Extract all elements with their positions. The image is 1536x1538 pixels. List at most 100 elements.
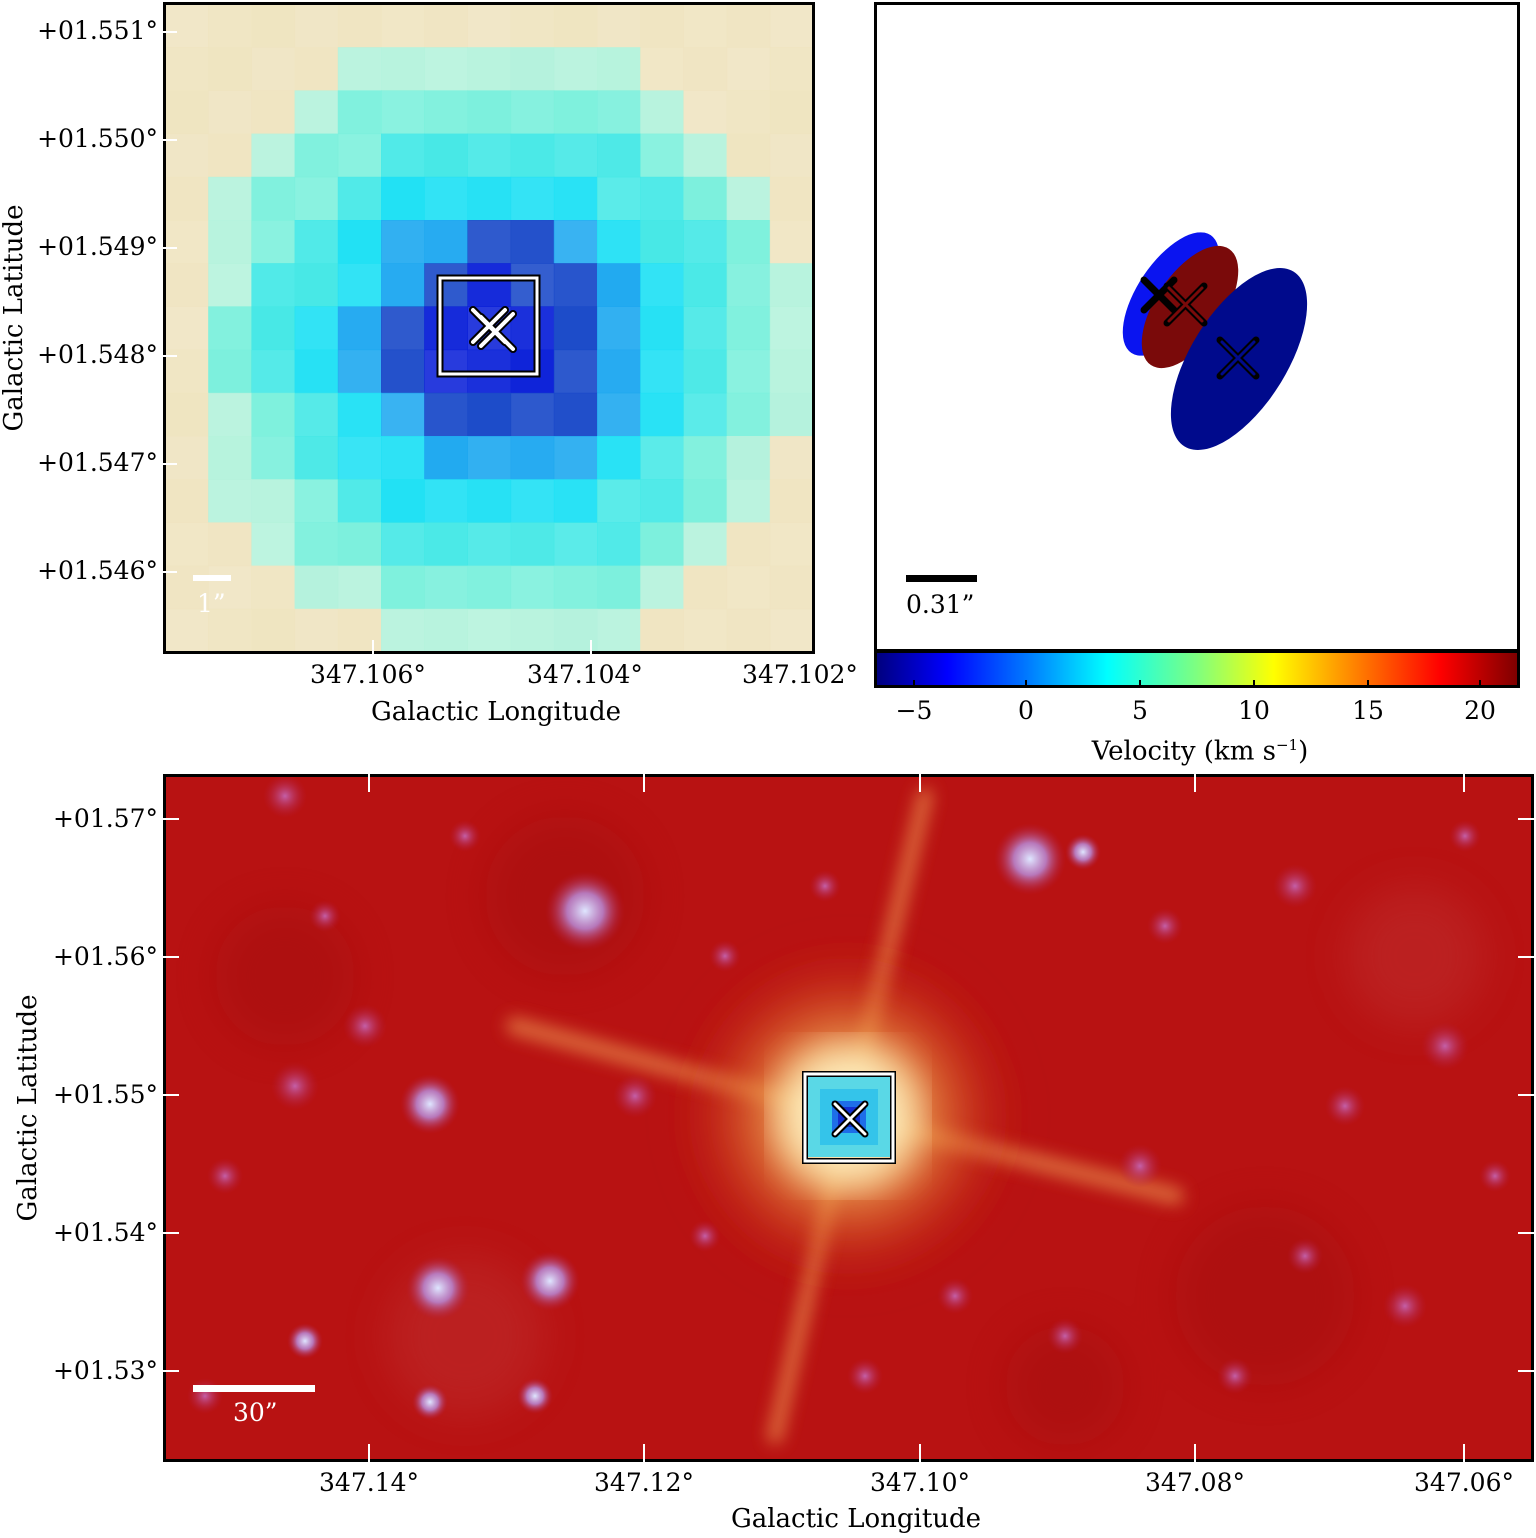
ytick-label: +01.54° xyxy=(52,1218,158,1247)
cross-marker-inner xyxy=(1167,286,1204,323)
pixel-cell xyxy=(769,306,813,351)
pixel-cell xyxy=(726,349,771,394)
pixel-cell xyxy=(597,565,641,610)
pixel-cell xyxy=(683,479,728,523)
pixel-cell xyxy=(251,133,296,178)
pixel-cell xyxy=(208,306,252,351)
pixel-cell xyxy=(337,4,382,48)
xtick-label: 347.106° xyxy=(310,660,426,689)
pixel-cell xyxy=(208,565,252,610)
pixel-cell xyxy=(769,90,813,135)
pixel-cell xyxy=(726,436,771,480)
pixel-cell xyxy=(597,392,641,437)
pixel-cell xyxy=(510,4,555,48)
pixel-cell xyxy=(337,436,382,480)
pixel-cell xyxy=(640,608,684,652)
source-box xyxy=(438,276,539,376)
pixel-cell xyxy=(467,565,512,610)
pixel-cell xyxy=(597,220,641,264)
pixel-cell xyxy=(467,479,512,523)
pixel-cell xyxy=(251,306,296,351)
pixel-cell xyxy=(467,220,512,264)
pixel-cell xyxy=(769,392,813,437)
pixel-cell xyxy=(251,263,296,307)
pixel-cell xyxy=(294,176,339,221)
pixel-cell xyxy=(769,263,813,307)
cross-marker xyxy=(471,308,515,351)
pixel-cell xyxy=(424,306,468,351)
source-box xyxy=(803,1072,895,1163)
pixel-cell xyxy=(165,479,209,523)
pixel-cell xyxy=(424,176,468,221)
pixel-cell xyxy=(640,349,684,394)
ytick-label: +01.550° xyxy=(37,124,158,153)
pixel-cell xyxy=(640,176,684,221)
pixel-cell xyxy=(251,436,296,480)
faint-star xyxy=(271,1062,319,1110)
pixel-cell xyxy=(510,608,555,652)
pixel-cell xyxy=(510,479,555,523)
pixel-cell xyxy=(597,349,641,394)
xtick-label: 347.06° xyxy=(1414,1468,1514,1497)
pixel-cell xyxy=(337,522,382,567)
pixel-cell xyxy=(510,90,555,135)
pixel-cell xyxy=(726,263,771,307)
pixel-cell xyxy=(294,479,339,523)
pixel-cell xyxy=(683,176,728,221)
star xyxy=(287,1323,323,1359)
faint-star xyxy=(1421,1022,1469,1070)
faint-star xyxy=(207,1158,243,1194)
pixel-cell xyxy=(769,133,813,178)
star xyxy=(400,1074,460,1134)
pixel-cell xyxy=(640,392,684,437)
pixel-cell xyxy=(165,4,209,48)
xtick-label: 347.08° xyxy=(1145,1468,1245,1497)
pixel-cell xyxy=(597,479,641,523)
pixel-cell xyxy=(510,565,555,610)
ytick-label: +01.548° xyxy=(37,340,158,369)
pixel-cell xyxy=(208,392,252,437)
pixel-cell xyxy=(553,220,598,264)
pixel-cell xyxy=(208,479,252,523)
pixel-cell xyxy=(251,47,296,91)
pixel-cell xyxy=(251,349,296,394)
pixel-cell xyxy=(769,436,813,480)
bottom-scale-label: 30” xyxy=(233,1398,278,1427)
top-left-scale-label: 1” xyxy=(197,589,226,618)
xtick-label: 347.10° xyxy=(870,1468,970,1497)
pixel-cell xyxy=(424,522,468,567)
faint-star xyxy=(309,900,341,932)
sky-image xyxy=(165,776,1532,1460)
pixel-cell xyxy=(683,133,728,178)
pixel-cell xyxy=(510,133,555,178)
pixel-cell xyxy=(208,263,252,307)
pixel-cell xyxy=(769,349,813,394)
pixel-cell xyxy=(381,4,425,48)
pixel-cell xyxy=(381,565,425,610)
pixel-cell xyxy=(208,522,252,567)
pixel-cell xyxy=(769,608,813,652)
xtick-label: 347.14° xyxy=(319,1468,419,1497)
pixel-cell xyxy=(597,133,641,178)
star xyxy=(545,871,625,951)
pixel-cell xyxy=(640,90,684,135)
pixel-cell xyxy=(294,47,339,91)
pixel-cell xyxy=(640,522,684,567)
pixel-cell xyxy=(337,176,382,221)
pixel-cell xyxy=(726,47,771,91)
pixel-cell xyxy=(294,565,339,610)
pixel-cell xyxy=(381,608,425,652)
ytick-label: +01.547° xyxy=(37,448,158,477)
star xyxy=(520,1251,580,1311)
scale-bar xyxy=(906,575,977,582)
pixel-cell xyxy=(553,479,598,523)
pixel-cell xyxy=(597,436,641,480)
colorbar-tick-label: 5 xyxy=(1132,696,1148,725)
pixel-cell xyxy=(251,608,296,652)
pixel-cell xyxy=(467,90,512,135)
ytick-label: +01.53° xyxy=(52,1356,158,1385)
pixel-cell xyxy=(381,522,425,567)
pixel-cell xyxy=(769,522,813,567)
pixel-cell xyxy=(381,220,425,264)
pixel-cell xyxy=(726,220,771,264)
